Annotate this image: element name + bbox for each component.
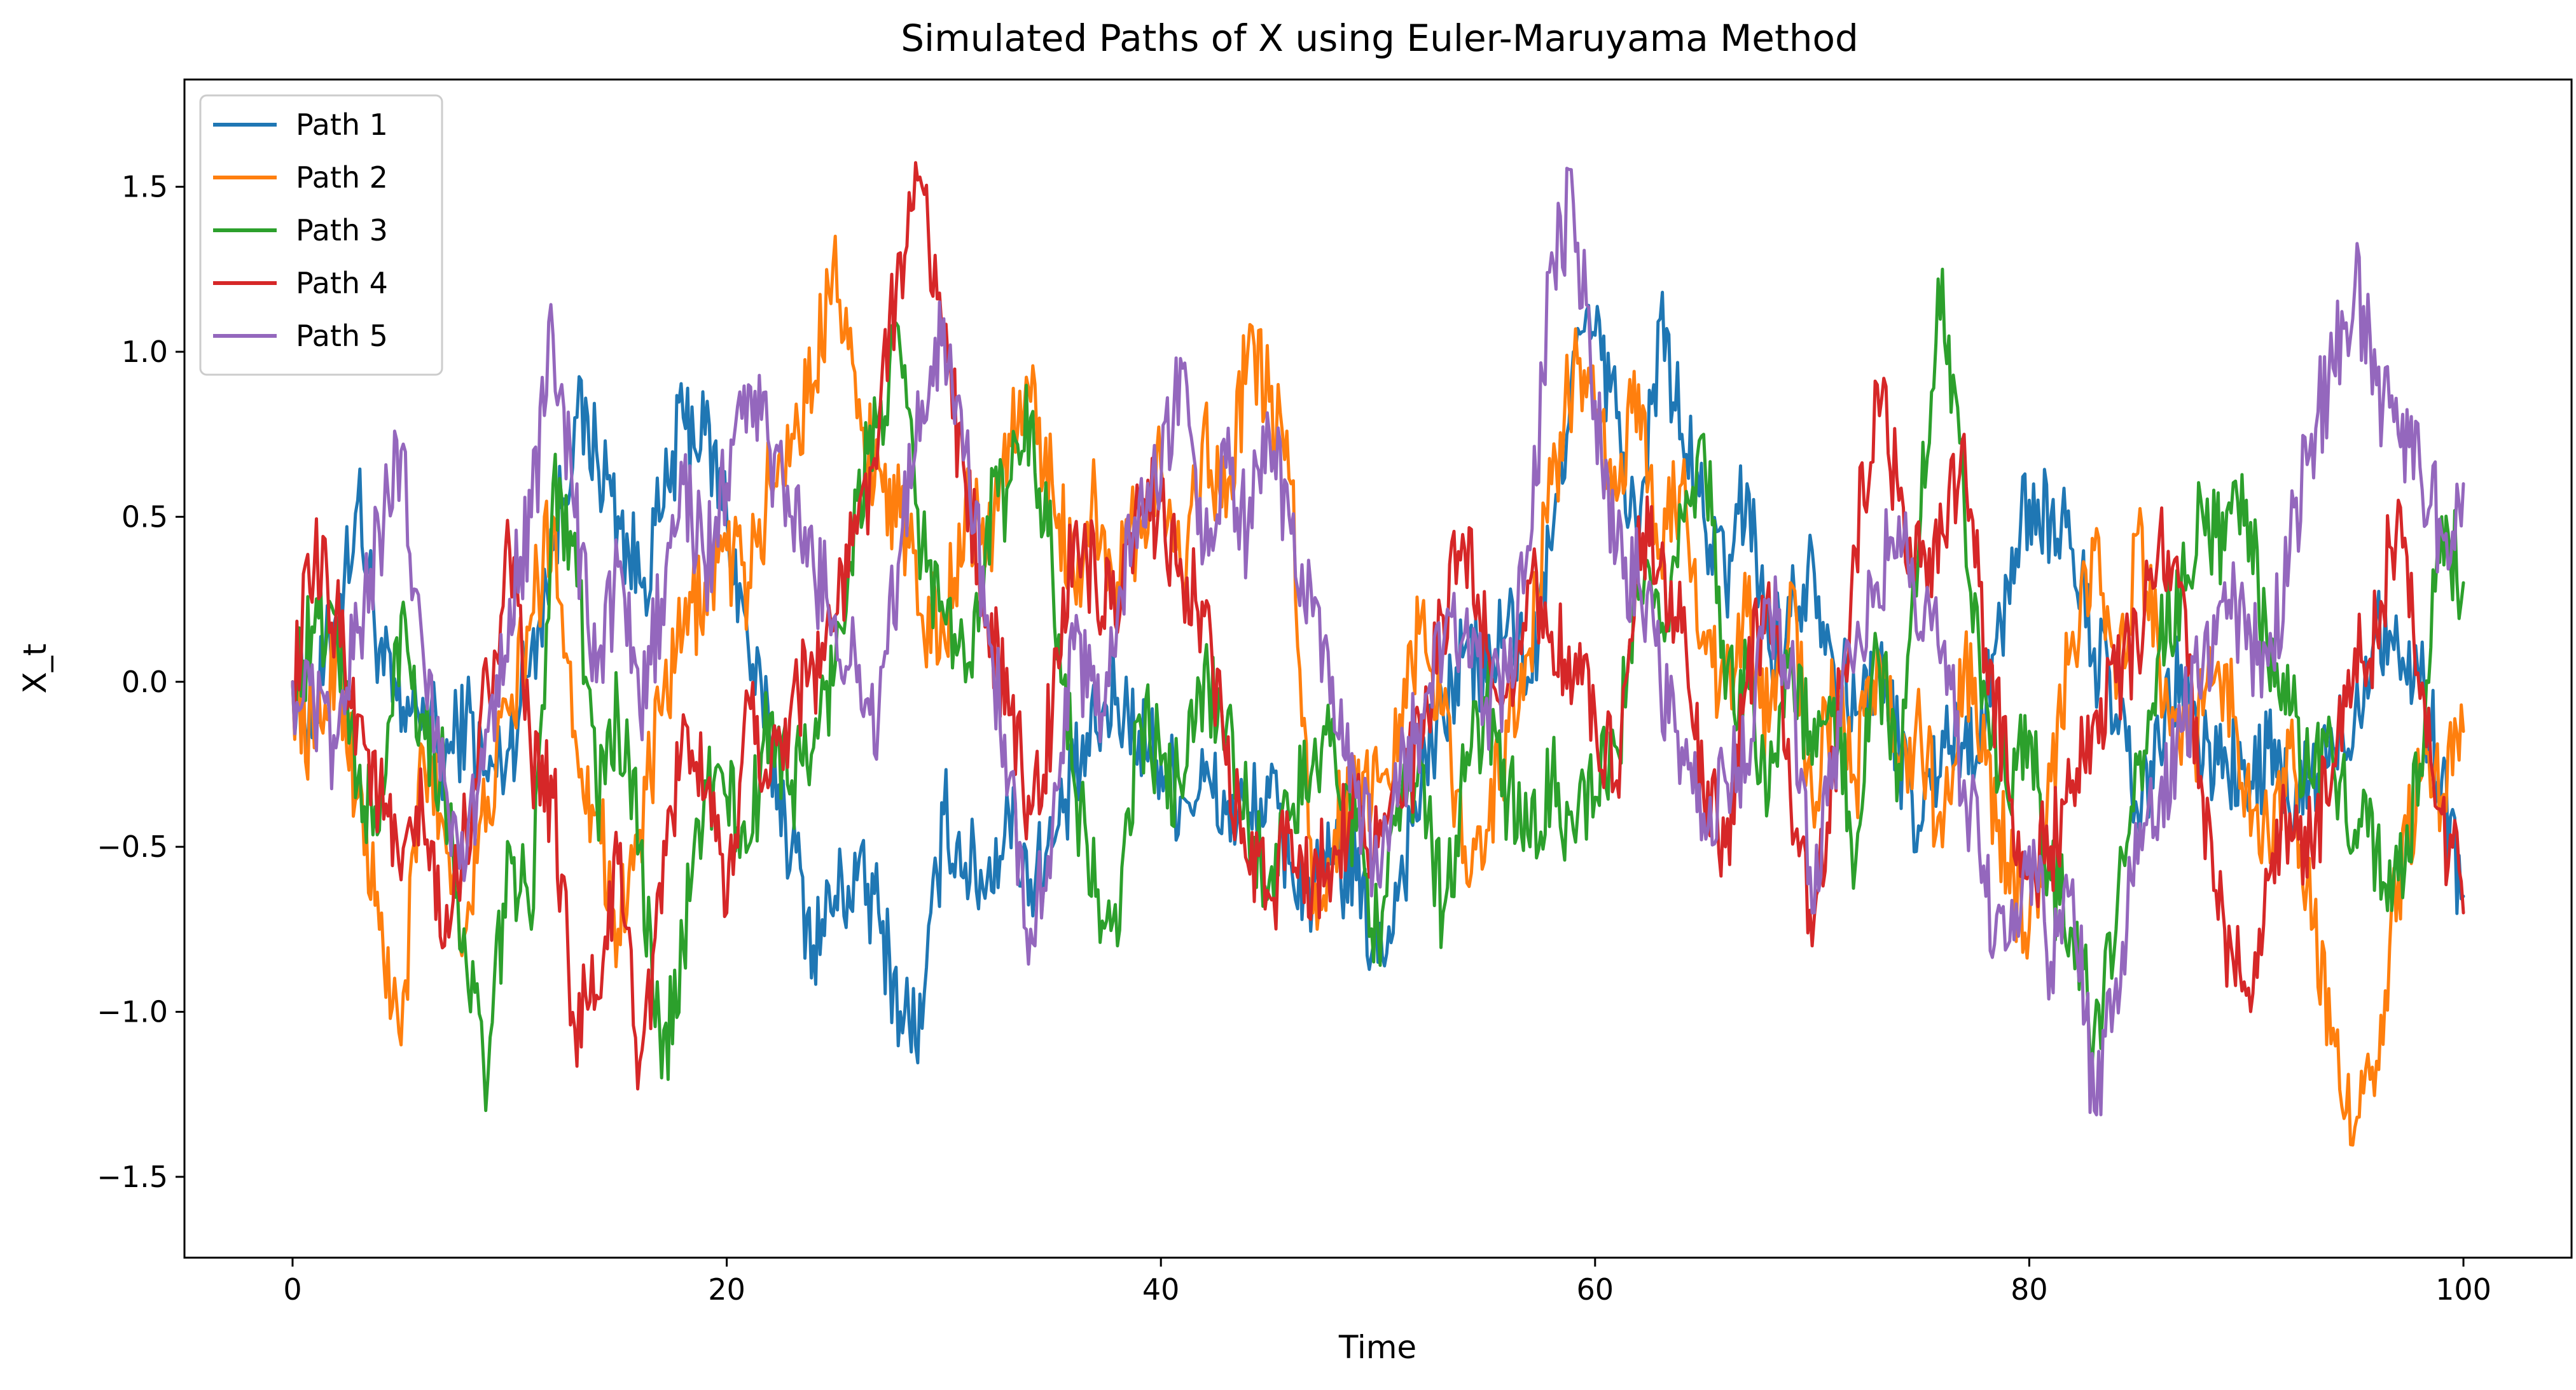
legend-label: Path 5 bbox=[296, 319, 388, 353]
series-line-2 bbox=[291, 234, 2465, 1147]
legend-label: Path 1 bbox=[296, 108, 388, 142]
y-axis-label: X_t bbox=[17, 644, 53, 694]
y-axis: −1.5 −1.0 −0.5 0.0 0.5 1.0 1.5 bbox=[97, 170, 184, 1194]
series-layer bbox=[291, 161, 2465, 1147]
series-line-1 bbox=[291, 291, 2465, 1065]
legend-label: Path 2 bbox=[296, 160, 388, 195]
legend-box bbox=[199, 94, 443, 376]
x-tick-label: 40 bbox=[1142, 1272, 1180, 1307]
legend: Path 1 Path 2 Path 3 Path 4 Path 5 bbox=[199, 94, 443, 376]
x-axis-label: Time bbox=[1338, 1329, 1416, 1366]
y-tick-label: 1.0 bbox=[121, 335, 168, 369]
y-tick-label: 1.5 bbox=[121, 170, 168, 204]
x-tick-label: 60 bbox=[1577, 1272, 1614, 1307]
legend-label: Path 4 bbox=[296, 266, 388, 300]
series-line-5 bbox=[291, 167, 2465, 1116]
y-tick-label: −1.5 bbox=[97, 1160, 168, 1194]
plot-area bbox=[291, 161, 2465, 1147]
y-tick-label: −1.0 bbox=[97, 995, 168, 1029]
x-axis: 0 20 40 60 80 100 bbox=[283, 1258, 2491, 1307]
y-tick-label: 0.0 bbox=[121, 665, 168, 699]
series-line-4 bbox=[291, 161, 2465, 1091]
legend-label: Path 3 bbox=[296, 213, 388, 247]
y-tick-label: 0.5 bbox=[121, 499, 168, 534]
x-tick-label: 100 bbox=[2435, 1272, 2491, 1307]
y-tick-label: −0.5 bbox=[97, 830, 168, 864]
x-tick-label: 20 bbox=[708, 1272, 745, 1307]
chart-title: Simulated Paths of X using Euler-Maruyam… bbox=[901, 17, 1859, 60]
plot-frame bbox=[183, 78, 2573, 1259]
x-tick-label: 80 bbox=[2011, 1272, 2048, 1307]
x-tick-label: 0 bbox=[283, 1272, 301, 1307]
